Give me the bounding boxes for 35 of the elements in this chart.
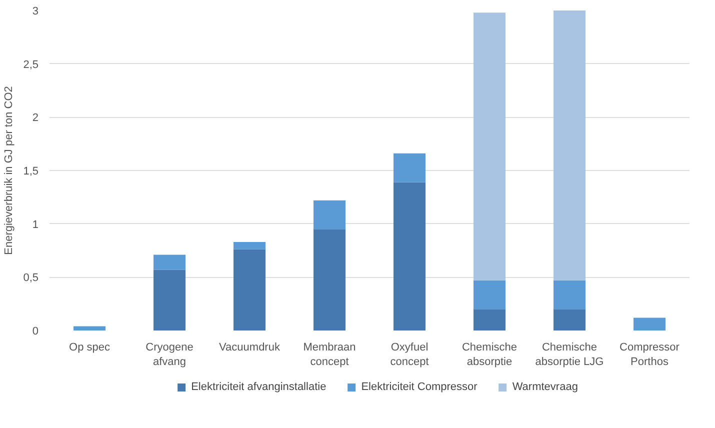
- x-tick-label: Oxyfuel concept: [390, 342, 429, 368]
- x-tick-label: Cryogene afvang: [146, 342, 194, 368]
- y-tick-label: 2,5: [23, 58, 39, 71]
- bar: [234, 242, 266, 250]
- bar: [474, 12, 506, 280]
- bar: [394, 153, 426, 182]
- x-tick-label: Chemische absorptie LJG: [535, 342, 604, 368]
- bar: [554, 309, 586, 330]
- bar: [474, 280, 506, 310]
- bar: [314, 229, 346, 330]
- legend-label: Elektriciteit Compressor: [361, 381, 478, 393]
- x-tick-label: Membraan concept: [303, 342, 356, 368]
- x-tick-label: Compressor Porthos: [620, 342, 680, 368]
- y-tick-label: 0,5: [23, 272, 39, 284]
- y-tick-label: 2: [32, 112, 39, 124]
- bar: [314, 200, 346, 230]
- legend-label: Elektriciteit afvanginstallatie: [191, 381, 326, 393]
- y-tick-label: 1,5: [23, 166, 39, 178]
- y-axis-title: Energieverbruik in GJ per ton CO2: [3, 86, 16, 255]
- bar: [554, 10, 586, 280]
- x-tick-label: Op spec: [69, 342, 110, 354]
- y-tick-label: 0: [32, 326, 39, 338]
- bar: [154, 254, 186, 270]
- bar: [554, 280, 586, 310]
- bar: [394, 182, 426, 330]
- bar: [474, 309, 506, 330]
- x-tick-label: Vacuumdruk: [219, 342, 280, 354]
- bar: [634, 318, 666, 330]
- y-tick-label: 1: [32, 218, 39, 231]
- bar: [154, 270, 186, 330]
- y-tick-label: 3: [32, 6, 39, 18]
- bar: [234, 249, 266, 330]
- bar: [74, 326, 106, 330]
- x-tick-label: Chemische absorptie: [462, 342, 518, 368]
- legend-label: Warmtevraag: [512, 381, 578, 393]
